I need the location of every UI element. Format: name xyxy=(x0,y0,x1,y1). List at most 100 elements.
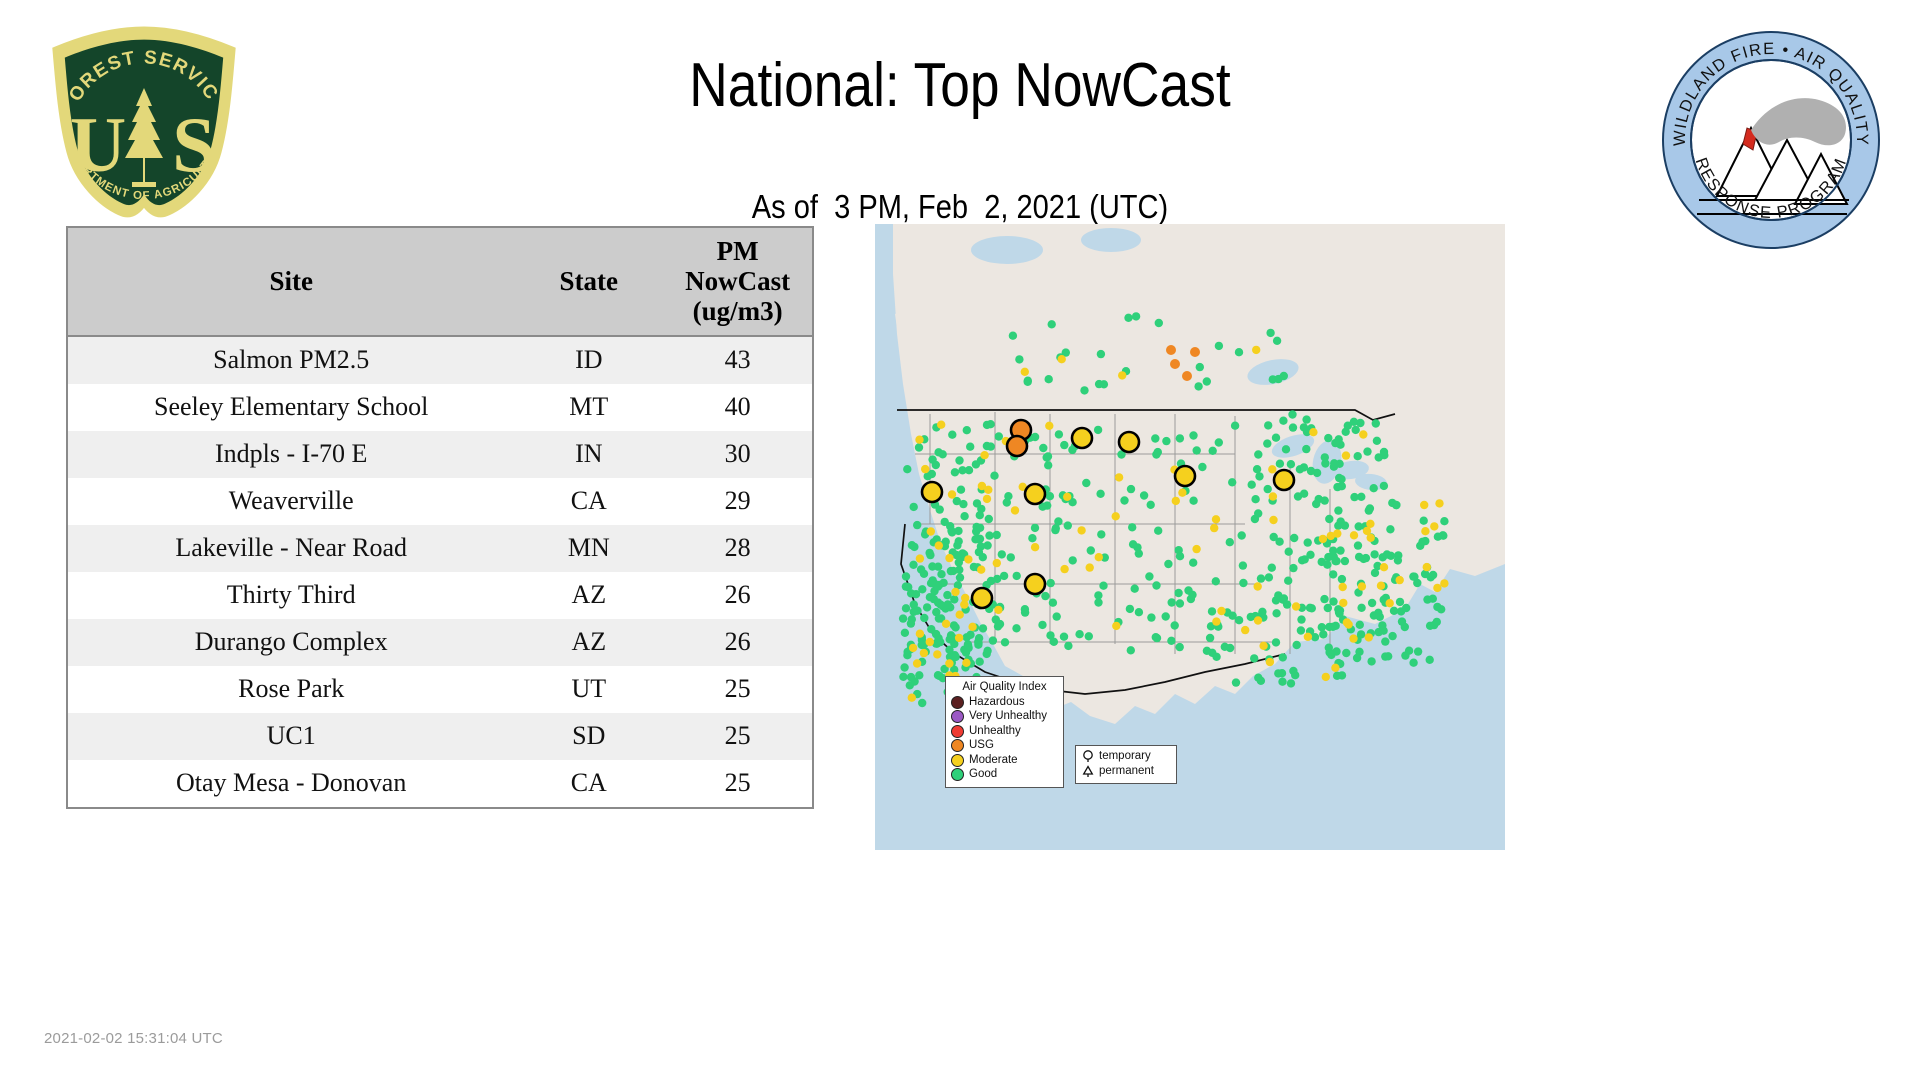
map-monitor-dot xyxy=(1303,632,1313,641)
table-row: Weaverville CA 29 xyxy=(68,477,812,525)
map-monitor-dot xyxy=(1044,375,1053,384)
table-header-row: Site State PM NowCast (ug/m3) xyxy=(68,228,812,337)
map-monitor-dot xyxy=(909,560,918,569)
map-highlighted-monitor[interactable] xyxy=(1272,468,1296,492)
map-monitor-dot xyxy=(1333,482,1342,492)
map-monitor-dot xyxy=(1317,623,1326,632)
map-monitor-dot xyxy=(1252,345,1261,355)
map-monitor-dot xyxy=(1365,504,1375,513)
map-monitor-dot xyxy=(1238,561,1248,570)
map-monitor-dot xyxy=(1139,491,1149,500)
map-monitor-dot xyxy=(907,693,916,702)
map-monitor-dot xyxy=(1246,612,1255,622)
map-monitor-dot xyxy=(1440,517,1449,526)
cell-state: ID xyxy=(514,335,664,384)
map-monitor-dot xyxy=(1369,611,1379,620)
map-monitor-dot xyxy=(962,658,971,667)
map-monitor-dot xyxy=(1379,626,1388,635)
cell-site: UC1 xyxy=(68,712,515,760)
permanent-triangle-icon xyxy=(1082,765,1094,777)
cell-state: AZ xyxy=(514,618,664,666)
map-monitor-dot xyxy=(955,573,965,582)
map-monitor-dot xyxy=(1269,515,1278,525)
cell-pm-nowcast: 25 xyxy=(663,759,812,807)
map-monitor-dot xyxy=(1134,608,1144,617)
map-monitor-dot xyxy=(1006,553,1015,562)
map-monitor-dot xyxy=(1085,563,1094,572)
map-monitor-dot xyxy=(905,681,914,690)
map-monitor-dot xyxy=(1355,620,1364,629)
map-monitor-dot xyxy=(1094,553,1103,562)
map-monitor-dot xyxy=(1126,484,1136,494)
map-monitor-dot xyxy=(1286,460,1296,469)
map-monitor-dot xyxy=(1291,671,1300,680)
map-monitor-dot xyxy=(1288,410,1297,419)
map-monitor-dot xyxy=(915,671,924,680)
map-highlighted-monitor[interactable] xyxy=(1023,482,1047,506)
cell-state: AZ xyxy=(514,571,664,619)
map-monitor-dot xyxy=(1045,492,1055,501)
map-monitor-dot xyxy=(1023,377,1032,386)
map-monitor-dot xyxy=(980,451,989,460)
legend-swatch-icon xyxy=(951,695,964,709)
map-monitor-dot xyxy=(1325,514,1334,524)
map-monitor-dot xyxy=(1386,525,1395,534)
map-monitor-dot xyxy=(1044,461,1053,470)
map-monitor-dot xyxy=(1068,556,1077,565)
map-monitor-dot xyxy=(1367,657,1376,666)
map-monitor-dot xyxy=(1288,423,1298,432)
map-monitor-dot xyxy=(919,648,929,658)
map-highlighted-monitor[interactable] xyxy=(1173,464,1197,488)
map-monitor-dot xyxy=(1000,638,1010,647)
table-row: Salmon PM2.5 ID 43 xyxy=(68,335,812,384)
map-monitor-dot xyxy=(1381,637,1390,646)
map-monitor-dot xyxy=(1286,679,1296,688)
table-row: Seeley Elementary School MT 40 xyxy=(68,383,812,431)
map-monitor-dot xyxy=(1068,445,1077,455)
map-monitor-dot xyxy=(1212,617,1221,626)
map-highlighted-monitor[interactable] xyxy=(1023,572,1047,596)
map-monitor-dot xyxy=(1268,492,1278,501)
cell-state: UT xyxy=(514,665,664,713)
map-monitor-dot xyxy=(1339,598,1348,608)
map-monitor-dot xyxy=(992,530,1001,540)
map-highlighted-monitor[interactable] xyxy=(1005,434,1029,458)
map-monitor-dot xyxy=(1425,655,1434,664)
map-monitor-dot xyxy=(1342,618,1352,627)
map-monitor-dot xyxy=(994,432,1003,441)
map-monitor-dot xyxy=(1395,575,1404,585)
map-highlighted-monitor[interactable] xyxy=(920,480,944,504)
map-monitor-dot xyxy=(951,587,960,597)
map-monitor-dot xyxy=(1328,622,1338,631)
map-monitor-dot xyxy=(1174,588,1183,598)
map-monitor-dot xyxy=(1300,555,1309,564)
map-monitor-dot xyxy=(1309,428,1318,437)
map-monitor-dot xyxy=(1382,550,1392,559)
map-monitor-dot xyxy=(1112,621,1121,631)
cell-site: Salmon PM2.5 xyxy=(68,335,515,384)
map-monitor-dot xyxy=(993,574,1002,584)
map-monitor-dot xyxy=(1369,484,1378,493)
map-monitor-dot xyxy=(1384,652,1393,661)
map-highlighted-monitor[interactable] xyxy=(1117,430,1141,454)
national-air-quality-monitor-map[interactable]: Air Quality Index Hazardous Very Unhealth… xyxy=(875,224,1505,850)
map-monitor-dot xyxy=(1259,641,1268,650)
map-monitor-dot xyxy=(1428,570,1438,580)
map-monitor-dot xyxy=(909,502,918,512)
map-monitor-dot xyxy=(1440,579,1449,588)
map-monitor-dot xyxy=(1439,531,1448,540)
cell-pm-nowcast: 30 xyxy=(663,430,812,478)
legend-row-good: Good xyxy=(951,768,1058,783)
map-monitor-dot xyxy=(971,535,980,544)
map-monitor-dot xyxy=(1038,620,1047,630)
map-monitor-dot xyxy=(1284,547,1293,556)
map-monitor-dot xyxy=(1435,499,1444,508)
map-monitor-dot xyxy=(1146,500,1155,509)
map-monitor-dot xyxy=(922,603,932,612)
map-monitor-dot xyxy=(968,622,977,631)
map-highlighted-monitor[interactable] xyxy=(970,586,994,610)
map-highlighted-monitor[interactable] xyxy=(1070,426,1094,450)
map-monitor-dot xyxy=(1018,482,1027,491)
map-monitor-dot xyxy=(1228,478,1237,487)
map-monitor-dot xyxy=(984,485,993,494)
